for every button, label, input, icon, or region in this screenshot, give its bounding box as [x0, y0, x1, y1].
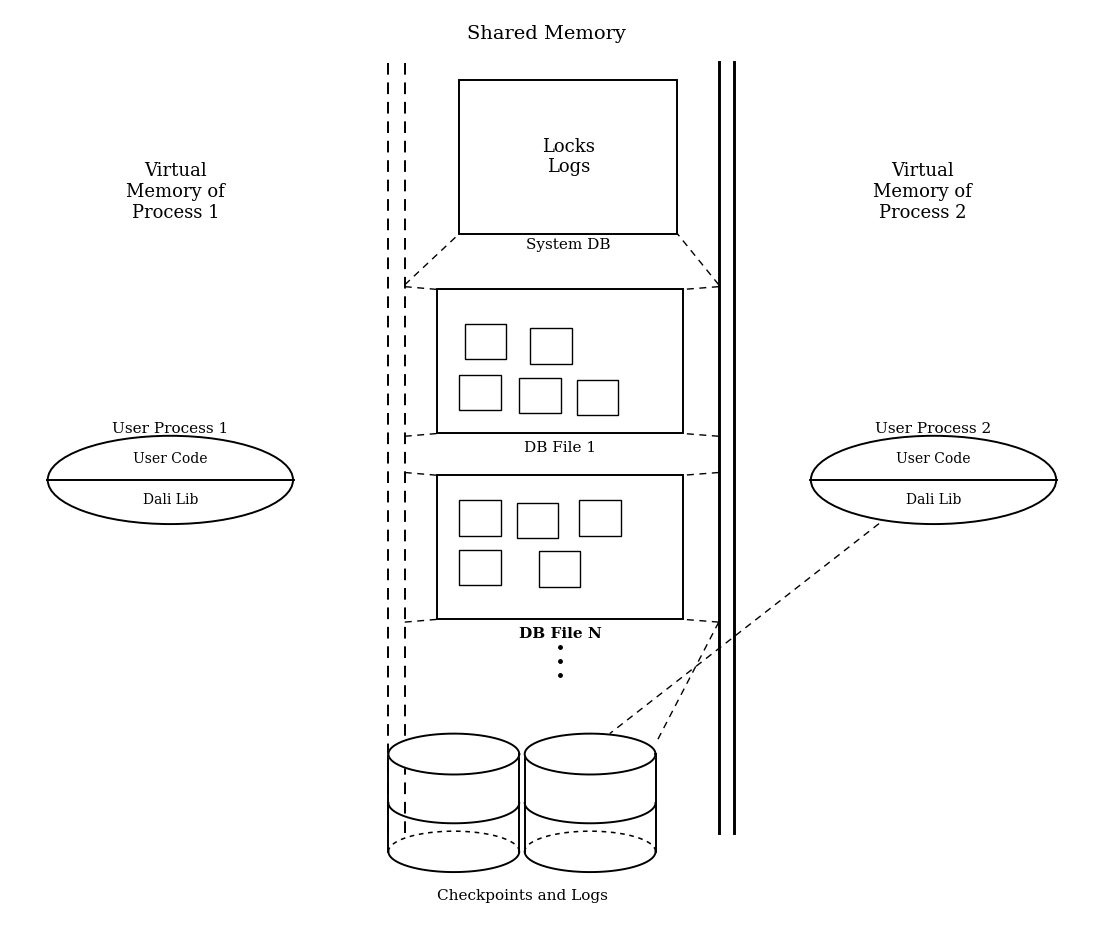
Bar — [459, 80, 678, 234]
Text: Virtual
Memory of
Process 2: Virtual Memory of Process 2 — [873, 162, 972, 222]
Bar — [577, 379, 619, 415]
Text: Shared Memory: Shared Memory — [467, 24, 626, 43]
Text: System DB: System DB — [526, 239, 611, 253]
Text: User Code: User Code — [896, 453, 971, 467]
Text: DB File N: DB File N — [519, 626, 601, 641]
Bar — [519, 377, 561, 413]
Bar — [437, 290, 683, 433]
Text: Dali Lib: Dali Lib — [906, 493, 961, 507]
Ellipse shape — [48, 436, 293, 524]
Bar — [579, 500, 621, 536]
Bar — [465, 323, 506, 359]
Text: Virtual
Memory of
Process 1: Virtual Memory of Process 1 — [127, 162, 225, 222]
Bar — [459, 500, 501, 536]
Text: Locks
Logs: Locks Logs — [542, 138, 595, 176]
Text: DB File 1: DB File 1 — [524, 441, 596, 455]
Polygon shape — [525, 733, 656, 774]
Ellipse shape — [811, 436, 1056, 524]
Text: User Code: User Code — [133, 453, 208, 467]
Bar — [530, 328, 572, 363]
Bar — [459, 375, 501, 410]
Bar — [517, 503, 559, 539]
Bar — [459, 550, 501, 585]
Text: User Process 1: User Process 1 — [113, 422, 228, 436]
Text: Dali Lib: Dali Lib — [143, 493, 198, 507]
Bar — [437, 475, 683, 620]
Text: Checkpoints and Logs: Checkpoints and Logs — [436, 889, 608, 903]
Text: User Process 2: User Process 2 — [875, 422, 991, 436]
Polygon shape — [388, 733, 519, 774]
Bar — [539, 552, 580, 587]
